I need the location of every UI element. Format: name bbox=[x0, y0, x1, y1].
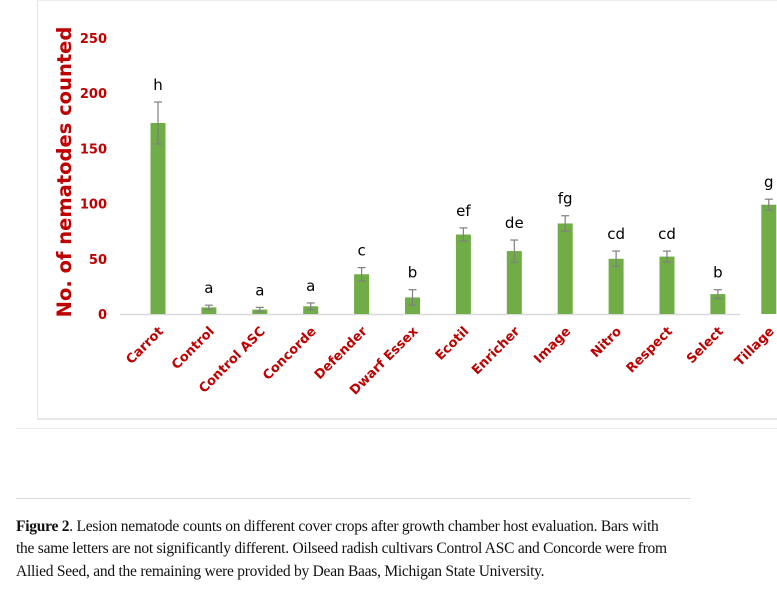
significance-letter: b bbox=[713, 264, 723, 282]
caption-label: Figure 2 bbox=[16, 518, 70, 535]
significance-letter: c bbox=[357, 242, 365, 260]
bar-defender bbox=[354, 274, 370, 314]
x-tick-label: Enricher bbox=[469, 324, 523, 378]
bar-control bbox=[201, 307, 217, 314]
significance-letter: de bbox=[505, 214, 524, 232]
error-bar bbox=[764, 198, 773, 211]
significance-letter: a bbox=[255, 281, 264, 299]
y-tick-label: 50 bbox=[89, 253, 107, 268]
bar-enricher bbox=[506, 251, 522, 314]
error-bar bbox=[663, 250, 671, 263]
significance-letter: b bbox=[408, 264, 418, 282]
error-bar bbox=[306, 302, 315, 311]
significance-letter: a bbox=[204, 279, 213, 297]
bar-nitro bbox=[608, 258, 624, 314]
x-tick-label: Select bbox=[684, 324, 727, 367]
y-tick-label: 200 bbox=[80, 87, 107, 102]
y-tick-label: 100 bbox=[80, 198, 107, 213]
error-bar bbox=[459, 227, 468, 242]
bar-chart: No. of nematodes counted 0 50 100 150 200 250… bbox=[53, 27, 777, 399]
bar-carrot bbox=[150, 123, 166, 315]
x-tick-label: Ecotil bbox=[433, 324, 472, 363]
error-bar bbox=[713, 289, 722, 300]
bar-ecotil bbox=[455, 234, 471, 314]
error-bar bbox=[204, 304, 213, 311]
x-tick-label: Carrot bbox=[123, 324, 166, 367]
significance-letter: a bbox=[306, 277, 315, 295]
chart-frame bbox=[37, 0, 777, 420]
error-bar bbox=[612, 250, 621, 268]
error-bar bbox=[510, 239, 519, 263]
x-tick-label: Concorde bbox=[260, 324, 319, 383]
x-tick-label: Respect bbox=[624, 324, 676, 376]
bar-image bbox=[557, 223, 573, 314]
y-axis-label: No. of nematodes counted bbox=[53, 27, 76, 318]
significance-letter: fg bbox=[558, 190, 573, 208]
y-tick-label: 250 bbox=[80, 32, 107, 47]
divider-top bbox=[16, 428, 777, 429]
x-tick-label: Control bbox=[169, 324, 218, 373]
caption-text: . Lesion nematode counts on different co… bbox=[16, 518, 667, 580]
significance-letter: cd bbox=[658, 225, 676, 243]
error-bar bbox=[154, 101, 162, 145]
y-tick-label: 0 bbox=[98, 308, 107, 323]
x-tick-label: Image bbox=[531, 324, 574, 367]
error-bar bbox=[408, 289, 417, 306]
divider-bottom bbox=[16, 498, 691, 499]
error-bar bbox=[561, 215, 570, 232]
error-bar bbox=[255, 306, 264, 313]
significance-letter: cd bbox=[607, 225, 625, 243]
bar-tillage bbox=[761, 204, 777, 314]
error-bar bbox=[357, 267, 366, 282]
y-tick-label: 150 bbox=[80, 142, 107, 157]
bar-respect bbox=[659, 256, 675, 314]
x-tick-label: Tillage bbox=[732, 324, 777, 369]
x-tick-label: Nitro bbox=[588, 324, 625, 361]
figure-caption: Figure 2. Lesion nematode counts on diff… bbox=[16, 516, 676, 583]
significance-letter: ef bbox=[456, 202, 471, 220]
significance-letter: h bbox=[153, 76, 163, 94]
significance-letter: g bbox=[764, 173, 774, 191]
